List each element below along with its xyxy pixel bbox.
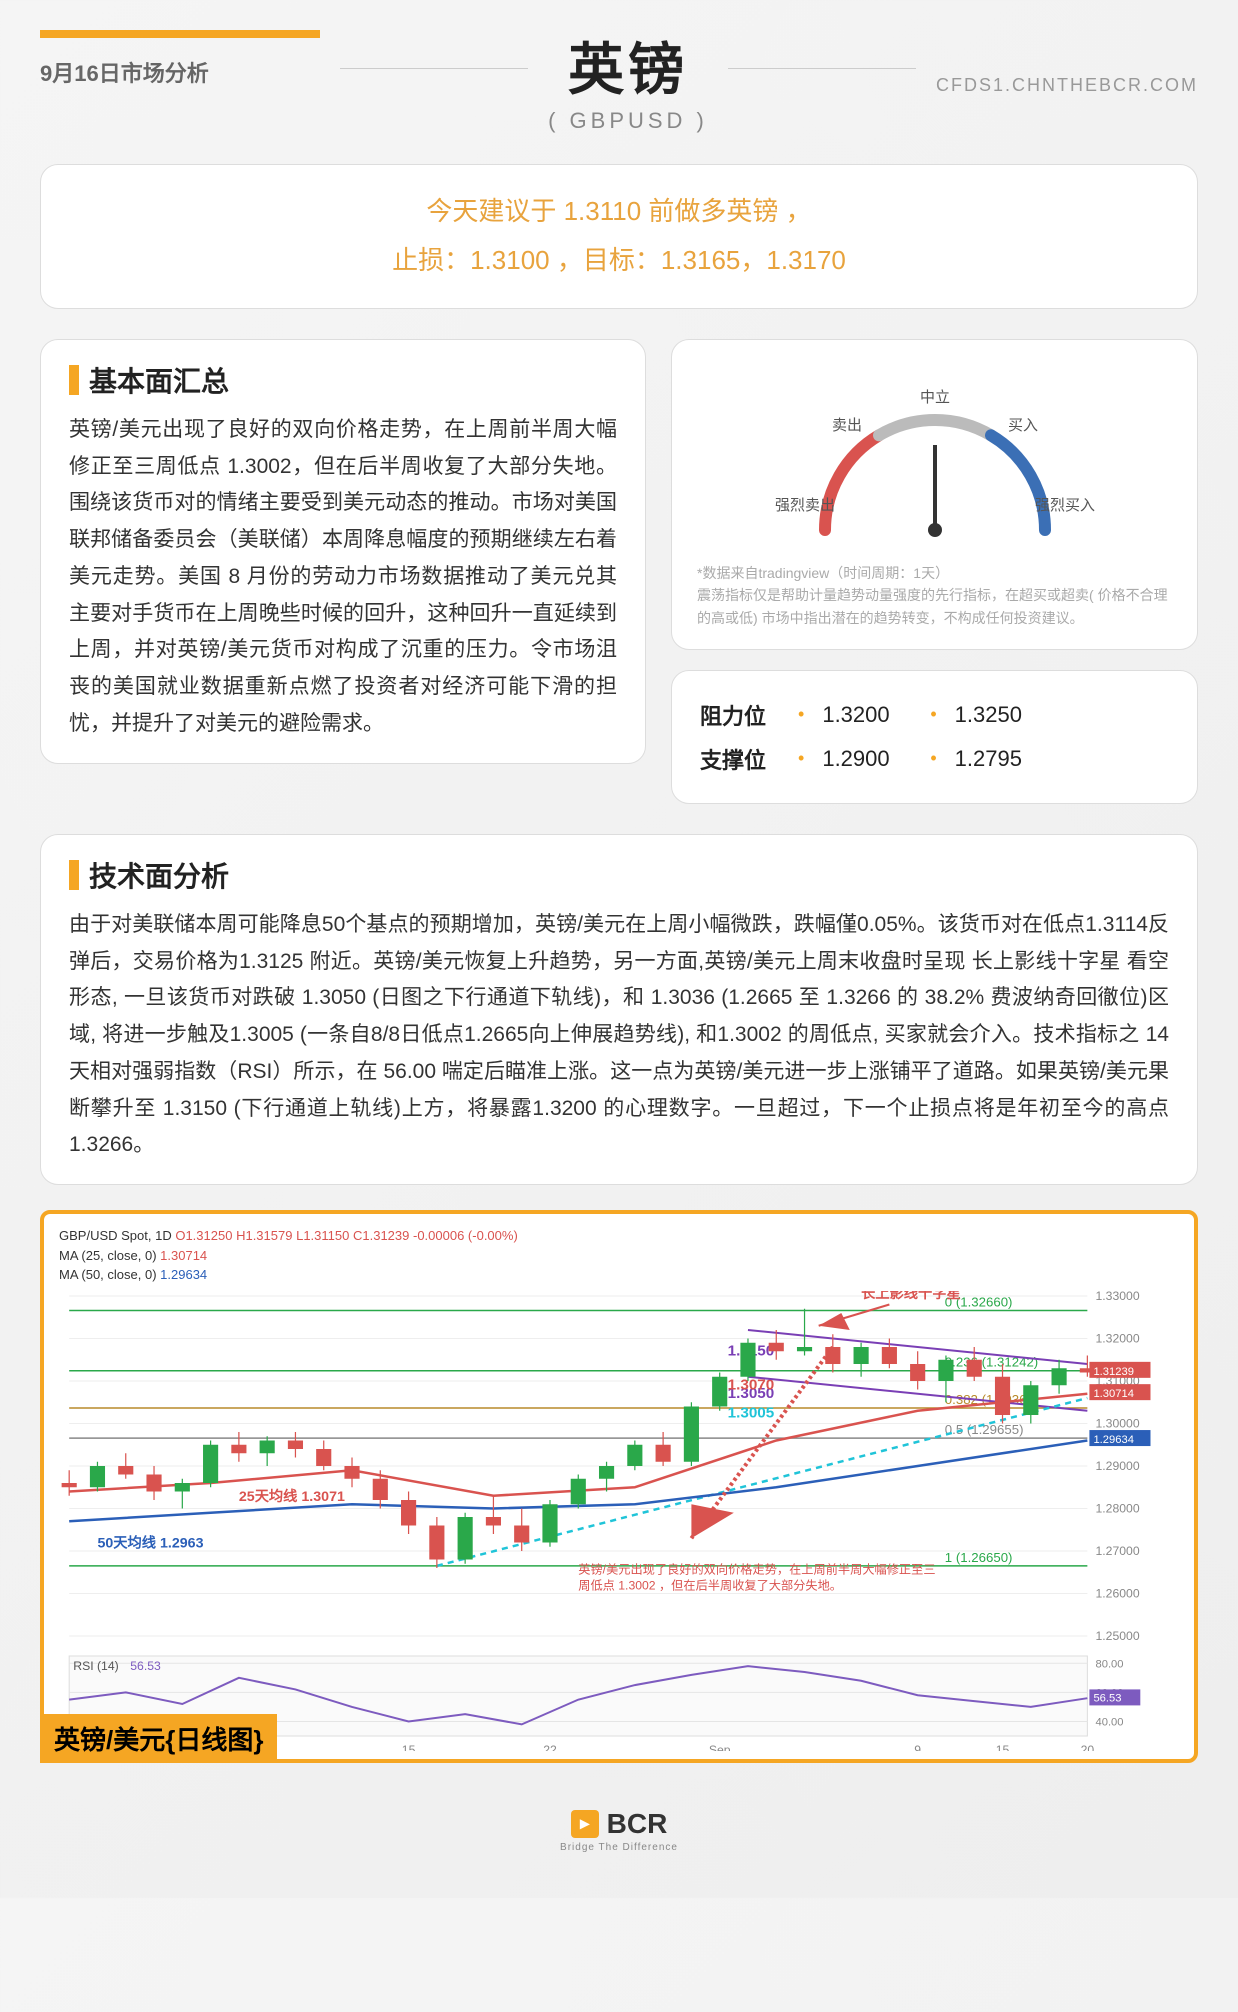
footer: ▸ BCR Bridge The Difference	[40, 1793, 1198, 1878]
svg-text:强烈卖出: 强烈卖出	[774, 497, 834, 514]
chart-header: GBP/USD Spot, 1D O1.31250 H1.31579 L1.31…	[59, 1226, 1179, 1285]
gauge-note: 震荡指标仅是帮助计量趋势动量强度的先行指标，在超买或超卖( 价格不合理的高或低)…	[697, 584, 1172, 629]
recommend-line-1: 今天建议于 1.3110 前做多英镑 ，	[81, 187, 1157, 236]
svg-text:1.3005: 1.3005	[728, 1404, 775, 1421]
chart-ma25: MA (25, close, 0) 1.30714	[59, 1248, 207, 1263]
svg-text:40.00: 40.00	[1096, 1716, 1124, 1728]
technical-card: 技术面分析 由于对美联储本周可能降息50个基点的预期增加，英镑/美元在上周小幅微…	[40, 834, 1198, 1185]
chart-ma50: MA (50, close, 0) 1.29634	[59, 1267, 207, 1282]
dot-icon: •	[798, 704, 804, 725]
recommendation-card: 今天建议于 1.3110 前做多英镑 ， 止损：1.3100 ，目标：1.316…	[40, 164, 1198, 309]
sentiment-gauge-card: 中立卖出 买入强烈卖出 强烈买入 *数据来自tradingview（时间周期：1天）…	[671, 339, 1198, 650]
site-url: CFDS1.CHNTHEBCR.COM	[936, 75, 1198, 96]
support-label: 支撑位	[700, 743, 780, 775]
svg-text:1.31239: 1.31239	[1093, 1366, 1133, 1378]
divider	[728, 68, 916, 69]
svg-text:1.29634: 1.29634	[1093, 1434, 1133, 1446]
svg-text:RSI (14): RSI (14)	[73, 1659, 118, 1673]
svg-text:1.26000: 1.26000	[1096, 1586, 1140, 1600]
support-1: 1.2900	[822, 746, 912, 772]
svg-text:56.53: 56.53	[1093, 1692, 1121, 1704]
resistance-2: 1.3250	[955, 702, 1045, 728]
technical-body: 由于对美联储本周可能降息50个基点的预期增加，英镑/美元在上周小幅微跌，跌幅僅0…	[69, 907, 1169, 1164]
svg-text:9: 9	[914, 1743, 921, 1751]
svg-text:强烈买入: 强烈买入	[1034, 497, 1094, 514]
dot-icon: •	[930, 704, 936, 725]
svg-text:1.27000: 1.27000	[1096, 1544, 1140, 1558]
svg-text:1.33000: 1.33000	[1096, 1291, 1140, 1303]
dot-icon: •	[798, 748, 804, 769]
svg-text:长上影线十字星: 长上影线十字星	[861, 1291, 961, 1301]
svg-text:56.53: 56.53	[130, 1659, 161, 1673]
svg-text:20: 20	[1081, 1743, 1095, 1751]
fundamentals-card: 基本面汇总 英镑/美元出现了良好的双向价格走势，在上周前半周大幅修正至三周低点 …	[40, 339, 646, 764]
svg-text:中立: 中立	[919, 389, 949, 406]
svg-text:1.30000: 1.30000	[1096, 1416, 1140, 1430]
svg-text:50天均线 1.2963: 50天均线 1.2963	[97, 1534, 203, 1550]
svg-text:1.28000: 1.28000	[1096, 1501, 1140, 1515]
dot-icon: •	[930, 748, 936, 769]
svg-text:1.30714: 1.30714	[1093, 1388, 1133, 1400]
chart-card: GBP/USD Spot, 1D O1.31250 H1.31579 L1.31…	[40, 1210, 1198, 1763]
accent-block	[69, 365, 79, 395]
price-chart: 1.330001.320001.310001.300001.290001.280…	[59, 1291, 1179, 1751]
svg-text:买入: 买入	[1007, 417, 1037, 434]
svg-text:1.29000: 1.29000	[1096, 1459, 1140, 1473]
svg-text:英镑/美元出现了良好的双向价格走势，在上周前半周大幅修正至三: 英镑/美元出现了良好的双向价格走势，在上周前半周大幅修正至三	[578, 1561, 935, 1576]
svg-text:卖出: 卖出	[831, 417, 861, 434]
svg-text:80.00: 80.00	[1096, 1658, 1124, 1670]
levels-card: 阻力位 • 1.3200 • 1.3250 支撑位 • 1.2900 • 1.2…	[671, 670, 1198, 804]
support-2: 1.2795	[955, 746, 1045, 772]
resistance-label: 阻力位	[700, 699, 780, 731]
svg-text:周低点 1.3002 ，但在后半周收复了大部分失地。: 周低点 1.3002 ，但在后半周收复了大部分失地。	[578, 1577, 842, 1592]
chart-pair: GBP/USD Spot, 1D	[59, 1228, 172, 1243]
svg-text:25天均线 1.3071: 25天均线 1.3071	[239, 1488, 345, 1504]
svg-text:Sep: Sep	[709, 1743, 731, 1751]
svg-text:22: 22	[543, 1743, 557, 1751]
svg-text:1.32000: 1.32000	[1096, 1331, 1140, 1345]
brand-tagline: Bridge The Difference	[40, 1842, 1198, 1853]
support-row: 支撑位 • 1.2900 • 1.2795	[700, 737, 1169, 781]
svg-text:1 (1.26650): 1 (1.26650)	[945, 1550, 1013, 1565]
svg-text:15: 15	[996, 1743, 1010, 1751]
accent-block	[69, 860, 79, 890]
date-label: 9月16日市场分析	[40, 56, 320, 88]
resistance-1: 1.3200	[822, 702, 912, 728]
fundamentals-body: 英镑/美元出现了良好的双向价格走势，在上周前半周大幅修正至三周低点 1.3002…	[69, 412, 617, 743]
chart-ohlc: O1.31250 H1.31579 L1.31150 C1.31239 -0.0…	[175, 1228, 517, 1243]
accent-bar	[40, 30, 320, 38]
recommend-line-2: 止损：1.3100 ，目标：1.3165，1.3170	[81, 236, 1157, 285]
svg-text:1.25000: 1.25000	[1096, 1629, 1140, 1643]
sentiment-gauge: 中立卖出 买入强烈卖出 强烈买入	[755, 360, 1115, 550]
resistance-row: 阻力位 • 1.3200 • 1.3250	[700, 693, 1169, 737]
page-subtitle: ( GBPUSD )	[548, 108, 708, 134]
divider	[340, 68, 528, 69]
page-title: 英镑	[548, 25, 708, 106]
svg-text:15: 15	[402, 1743, 416, 1751]
gauge-source: *数据来自tradingview（时间周期：1天）	[697, 562, 1172, 584]
brand-icon: ▸	[571, 1810, 599, 1838]
fundamentals-title: 基本面汇总	[89, 360, 229, 400]
technical-title: 技术面分析	[89, 855, 229, 895]
brand-name: BCR	[607, 1808, 668, 1840]
chart-title-badge: 英镑/美元{日线图}	[40, 1714, 277, 1763]
